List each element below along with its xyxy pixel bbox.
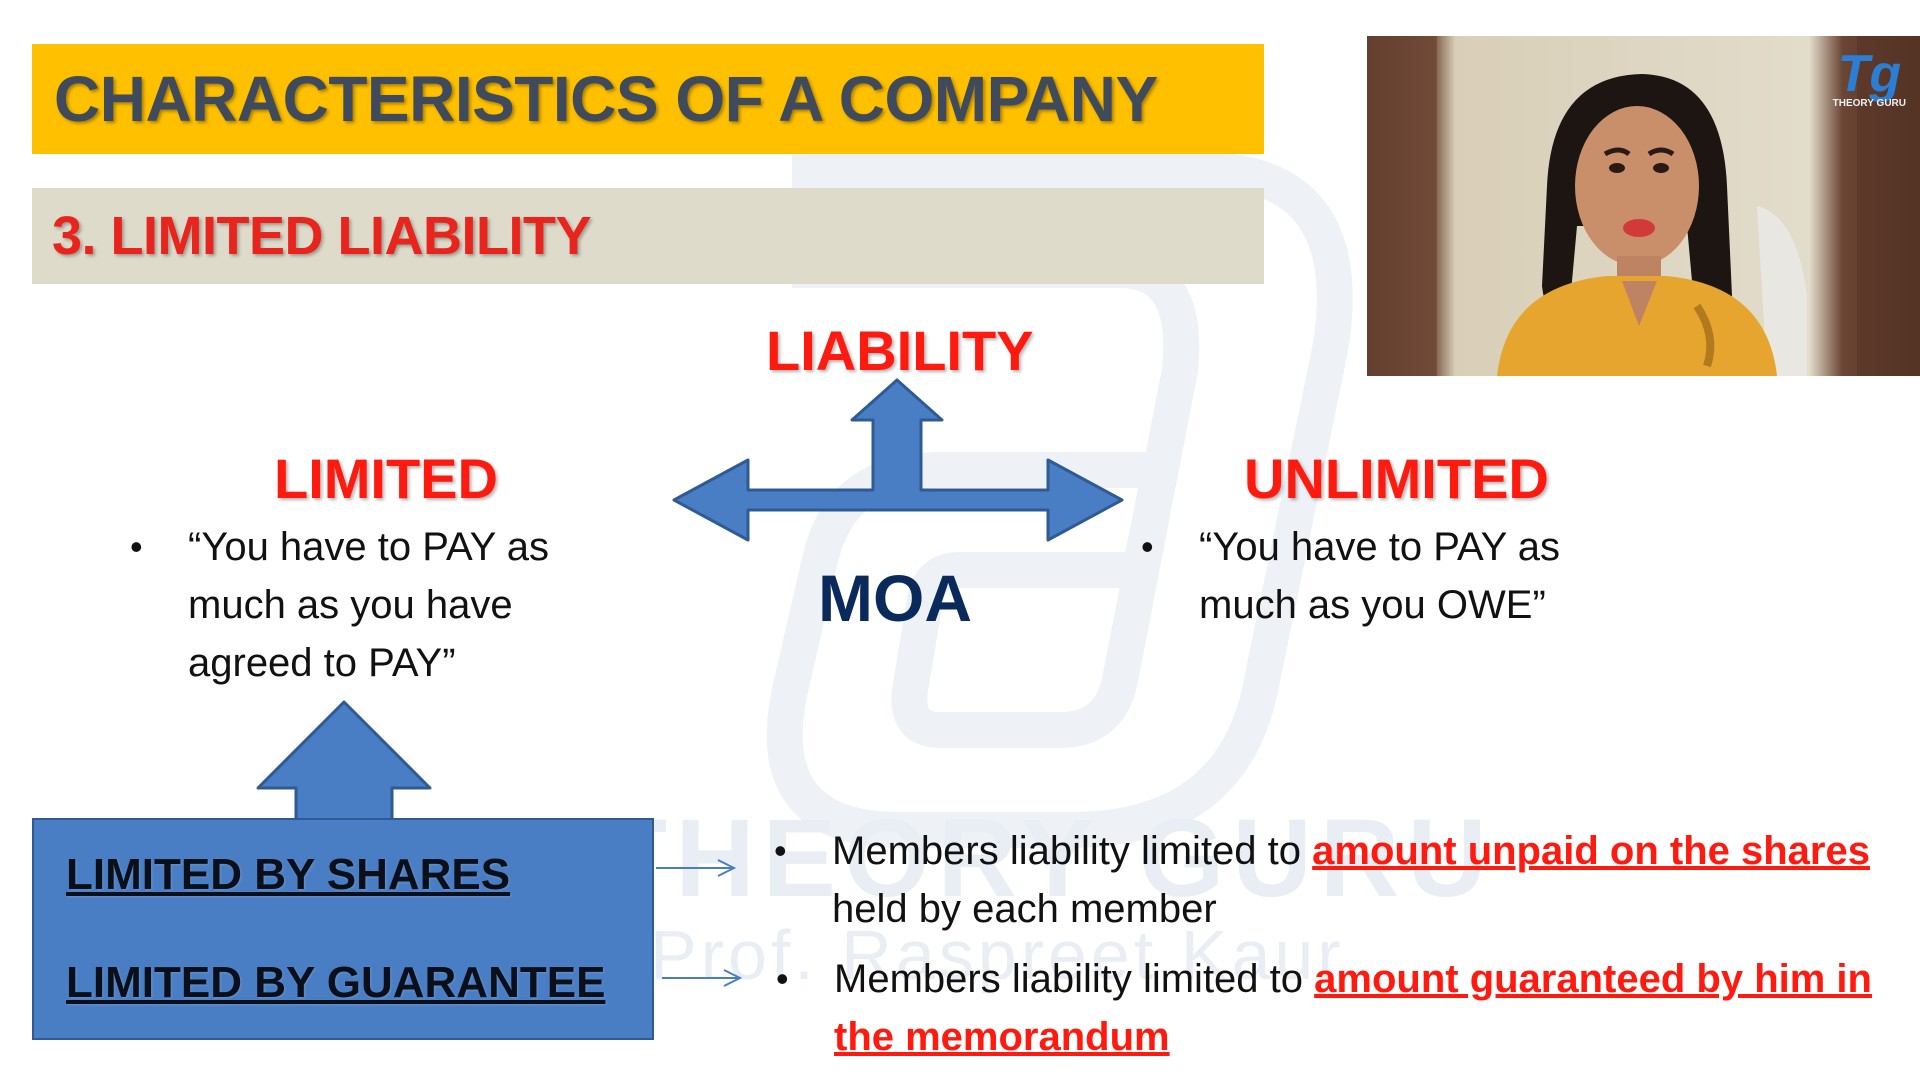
limited-by-guarantee-label: LIMITED BY GUARANTEE — [66, 958, 606, 1007]
arrow-right-icon — [656, 859, 737, 877]
bullet-icon: • — [776, 958, 789, 999]
bullet-icon: • — [130, 526, 143, 567]
watermark-author: Prof. Raspreet Kaur — [650, 916, 1345, 994]
shares-explanation-suffix: held by each member — [832, 887, 1217, 931]
limited-by-shares-label: LIMITED BY SHARES — [66, 850, 511, 899]
guarantee-explanation-highlight: amount guaranteed by him in the memorand… — [834, 957, 1872, 1059]
bullet-icon: • — [774, 830, 787, 871]
moa-label: MOA — [818, 561, 972, 635]
channel-logo: Tg THEORY GURU — [1832, 45, 1906, 110]
limited-definition: • “You have to PAY as much as you have a… — [130, 518, 628, 692]
shares-explanation-highlight: amount unpaid on the shares — [1312, 829, 1870, 873]
up-arrow-icon — [256, 700, 432, 822]
unlimited-definition: • “You have to PAY as much as you OWE” — [1141, 518, 1639, 634]
limited-quote-text: “You have to PAY as much as you have agr… — [188, 525, 549, 685]
page-title: CHARACTERISTICS OF A COMPANY — [54, 63, 1158, 135]
liability-types-box: LIMITED BY SHARES LIMITED BY GUARANTEE — [32, 818, 654, 1040]
limited-label: LIMITED — [274, 447, 498, 510]
logo-mark: Tg — [1837, 45, 1902, 103]
section-title: 3. LIMITED LIABILITY — [52, 206, 592, 266]
bullet-icon: • — [1141, 526, 1154, 567]
watermark-logo — [766, 152, 1353, 848]
subtitle-banner: 3. LIMITED LIABILITY — [32, 188, 1264, 284]
unlimited-label: UNLIMITED — [1244, 447, 1549, 510]
unlimited-quote-text: “You have to PAY as much as you OWE” — [1199, 525, 1560, 627]
guarantee-explanation-prefix: Members liability limited to — [834, 957, 1315, 1001]
watermark-brand: THEORY GURU — [600, 797, 1495, 920]
guarantee-explanation: • Members liability limited to amount gu… — [776, 950, 1894, 1066]
presenter-image — [1367, 36, 1920, 376]
double-arrow-icon — [672, 378, 1124, 542]
title-banner: CHARACTERISTICS OF A COMPANY — [32, 44, 1264, 154]
arrow-right-icon — [662, 969, 743, 987]
list-item: • “You have to PAY as much as you OWE” — [1141, 518, 1639, 634]
list-item: • “You have to PAY as much as you have a… — [130, 518, 628, 692]
shares-explanation-prefix: Members liability limited to — [832, 829, 1313, 873]
liability-label: LIABILITY — [766, 319, 1034, 382]
shares-explanation: • Members liability limited to amount un… — [774, 822, 1892, 938]
logo-text: THEORY GURU — [1832, 98, 1906, 109]
presenter-video: Tg THEORY GURU — [1367, 36, 1920, 376]
